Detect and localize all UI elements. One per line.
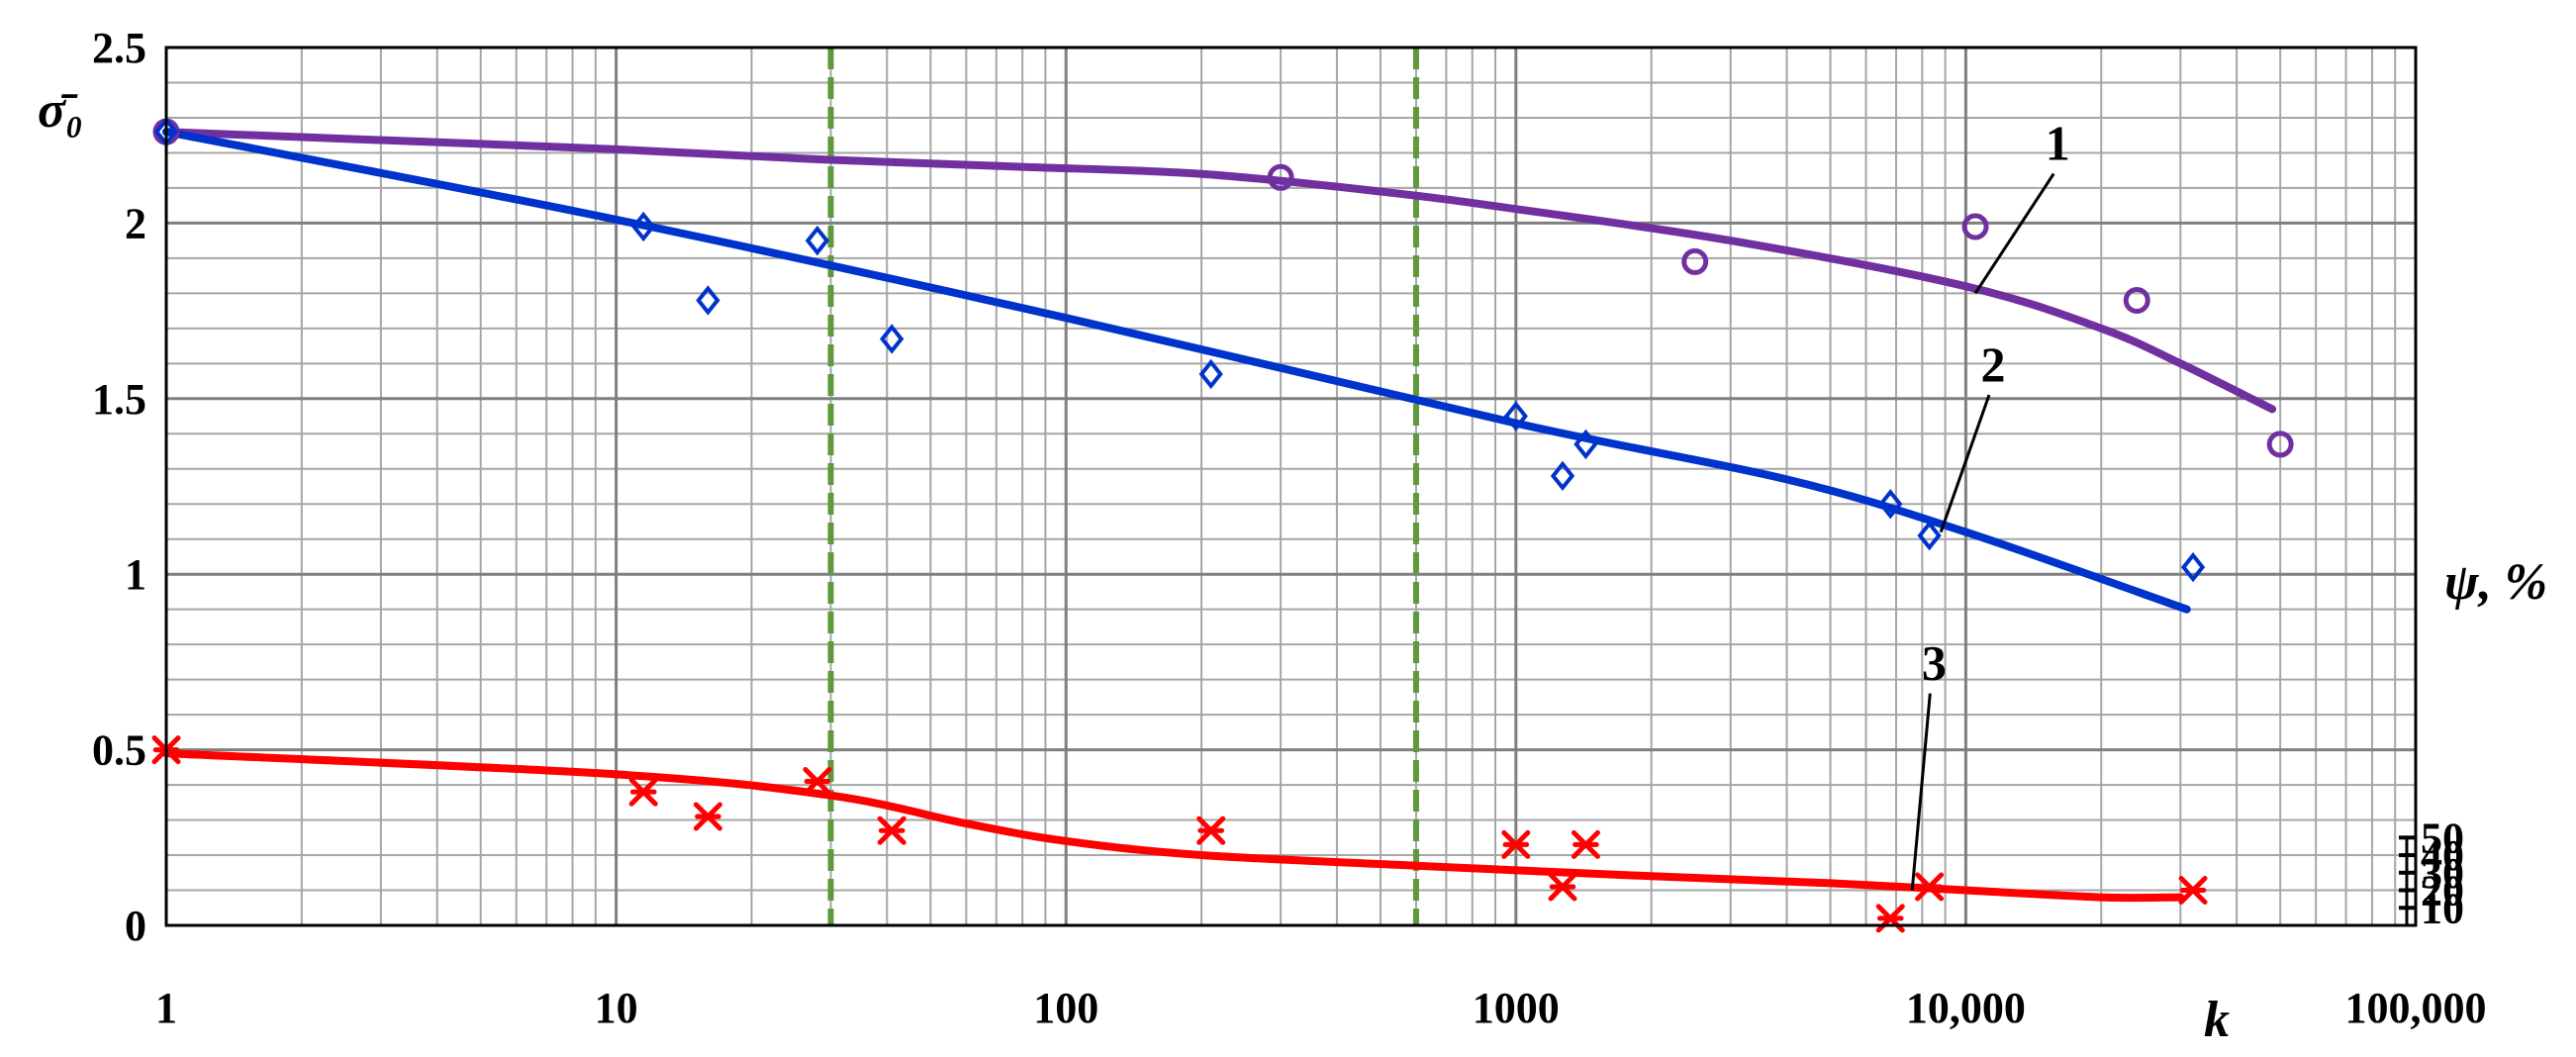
leader-line-1 [1973,172,2055,295]
x-tick-label: 100 [1033,984,1098,1032]
data-point-diamond [696,285,720,316]
data-point-asterisk [1915,872,1945,902]
data-point-asterisk [1548,872,1577,902]
leader-line-3 [1910,693,1932,891]
x-axis-label: k [2204,992,2230,1048]
data-point-asterisk [1196,816,1226,845]
right-tick-label: 20 [2421,867,2464,915]
curve-label-2: 2 [1980,336,2005,392]
y-tick-labels: 0 0.5 1 1.5 2 2.5 [92,24,146,950]
y-tick-label: 0.5 [92,726,146,775]
y-axis-label: σ̄₀ [38,82,83,139]
x-tick-label: 1000 [1473,984,1560,1032]
data-point-diamond [1878,489,1903,520]
data-point-circle [1681,247,1709,275]
plot-frame [164,46,2418,927]
fit-curve-2 [162,128,2191,614]
data-point-diamond [1917,520,1942,551]
data-point-diamond [1574,429,1598,460]
y-tick-label: 1 [125,550,146,599]
fit-curve-3 [162,749,2185,903]
y-tick-label: 2.5 [92,24,146,72]
right-tick-label: 30 [2421,849,2464,898]
data-point-circle [1267,163,1294,191]
x-tick-label: 10,000 [1906,984,2026,1032]
right-tick-label: 50 [2421,814,2464,862]
x-tick-label: 10 [595,984,638,1032]
curve-label-3: 3 [1922,635,1947,691]
data-point-asterisk [693,802,722,831]
data-point-diamond [1503,401,1528,432]
y-tick-label: 1.5 [92,375,146,424]
data-point-circle [1961,213,1989,240]
y-tick-label: 2 [125,199,146,247]
data-point-diamond [880,324,905,354]
right-tick-label: 40 [2421,831,2464,880]
curve-label-1: 1 [2046,116,2070,171]
data-point-diamond [805,225,830,256]
x-tick-labels: 1 10 100 1000 10,000 100,000 [155,984,2487,1032]
data-point-diamond [631,211,656,242]
data-point-asterisk [877,816,906,845]
data-point-diamond [1198,358,1223,390]
leader-line-2 [1939,394,1991,533]
x-tick-label: 100,000 [2345,984,2487,1032]
fit-curves [162,128,2277,903]
data-point-asterisk [628,777,658,807]
fit-curve-1 [162,128,2277,414]
curve-labels: 1 2 3 [1922,116,2070,691]
x-tick-label: 1 [155,984,177,1032]
data-point-asterisk [1501,829,1531,859]
right-tick-label: 10 [2421,884,2464,932]
grid-minor [166,48,2416,925]
data-point-asterisk [2178,876,2208,906]
right-axis-label: ψ, % [2444,554,2547,611]
data-point-circle [2266,431,2294,458]
y-tick-label: 0 [125,902,146,950]
data-point-diamond [2180,551,2206,583]
data-points [151,116,2294,933]
data-point-asterisk [803,767,832,797]
leader-lines [1910,172,2055,891]
data-point-diamond [1550,460,1575,492]
data-point-asterisk [1571,829,1600,859]
data-point-circle [2123,286,2150,314]
vertical-markers [827,48,1419,925]
